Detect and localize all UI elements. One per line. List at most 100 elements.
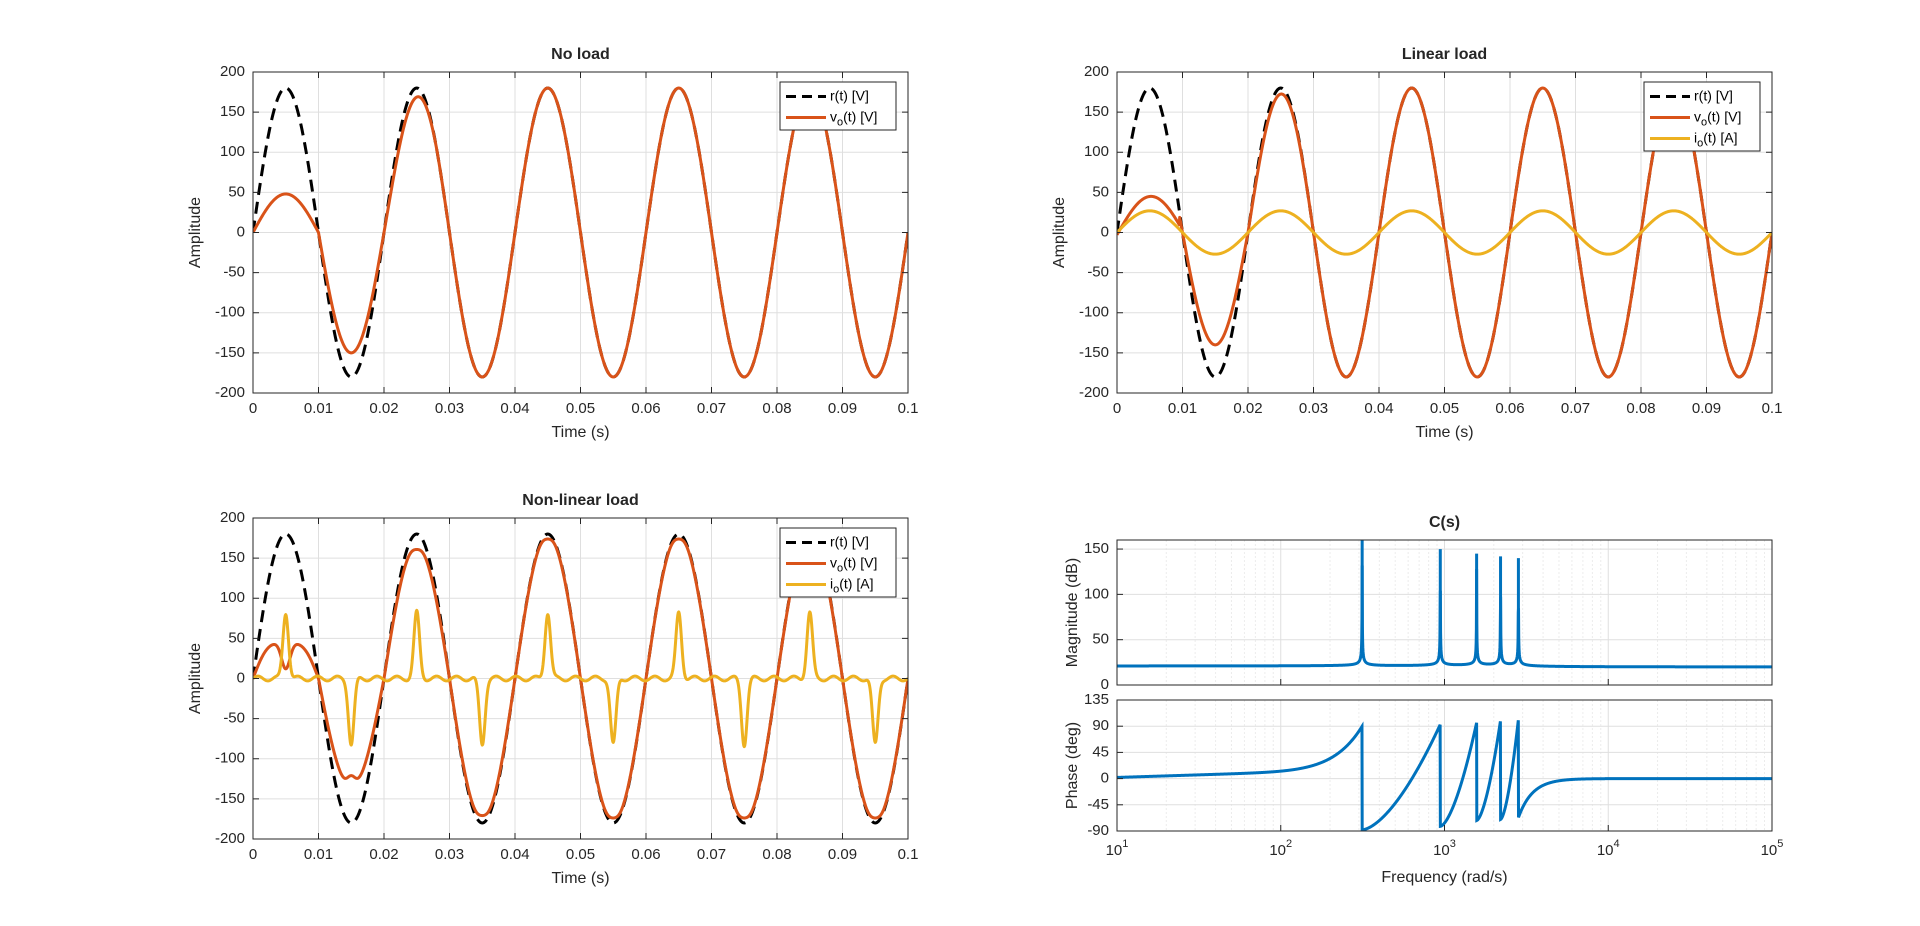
x-tick-label: 0.02 bbox=[1233, 400, 1262, 417]
legend-label: io(t) [A] bbox=[1694, 129, 1737, 149]
y-axis-label: Phase (deg) bbox=[1064, 722, 1081, 809]
x-tick-label: 0.06 bbox=[631, 400, 660, 417]
y-tick-label: 200 bbox=[1084, 63, 1109, 80]
x-tick-label: 0.08 bbox=[762, 400, 791, 417]
y-tick-label: 0 bbox=[237, 223, 245, 240]
y-tick-label: -200 bbox=[215, 830, 245, 847]
x-tick-label: 0.01 bbox=[304, 400, 333, 417]
chart-title: Linear load bbox=[1402, 46, 1487, 63]
y-tick-label: -50 bbox=[223, 710, 245, 727]
y-tick-label: -150 bbox=[215, 790, 245, 807]
x-tick-label: 0.04 bbox=[1364, 400, 1393, 417]
x-axis-label: Time (s) bbox=[551, 870, 609, 887]
bode-phase: -90 -45 0 45 90 135 101 102 103 104 105 Phase (deg)… bbox=[1064, 691, 1783, 886]
y-tick-label: 90 bbox=[1092, 717, 1109, 734]
y-tick-label: 0 bbox=[1101, 676, 1109, 693]
y-tick-label: -50 bbox=[1087, 264, 1109, 281]
chart-title: Non-linear load bbox=[522, 492, 638, 509]
x-tick-label: 0.02 bbox=[369, 846, 398, 863]
y-axis-label: Amplitude bbox=[187, 197, 204, 268]
y-axis-label: Amplitude bbox=[1051, 197, 1068, 268]
x-tick-label: 0.07 bbox=[697, 400, 726, 417]
x-tick-label: 102 bbox=[1269, 838, 1292, 859]
y-tick-label: 100 bbox=[220, 589, 245, 606]
y-tick-label: 50 bbox=[228, 183, 245, 200]
y-tick-label: 150 bbox=[220, 103, 245, 120]
legend-label: io(t) [A] bbox=[830, 575, 873, 595]
legend-box bbox=[779, 81, 897, 131]
x-tick-label: 0.05 bbox=[1430, 400, 1459, 417]
y-tick-label: 200 bbox=[220, 63, 245, 80]
legend-label: r(t) [V] bbox=[830, 87, 869, 103]
time-plot-1: 0 0.01 0.02 0.03 0.04 0.05 0.06 0.07 0.08 0.09 0.1… bbox=[187, 46, 918, 441]
x-tick-label: 0.02 bbox=[369, 400, 398, 417]
y-tick-label: -100 bbox=[1079, 304, 1109, 321]
time-plot-2: 0 0.01 0.02 0.03 0.04 0.05 0.06 0.07 0.08 0.09 0.1… bbox=[1051, 46, 1782, 441]
y-tick-label: -90 bbox=[1087, 822, 1109, 839]
x-tick-label: 0 bbox=[249, 846, 257, 863]
x-tick-label: 0.04 bbox=[500, 400, 529, 417]
y-tick-label: 0 bbox=[1101, 770, 1109, 787]
legend-label: vo(t) [V] bbox=[830, 554, 877, 574]
y-tick-label: 50 bbox=[1092, 183, 1109, 200]
x-tick-label: 0.09 bbox=[828, 846, 857, 863]
x-tick-label: 0.03 bbox=[435, 400, 464, 417]
y-tick-label: 150 bbox=[220, 549, 245, 566]
x-tick-label: 0.05 bbox=[566, 846, 595, 863]
y-tick-label: 100 bbox=[1084, 585, 1109, 602]
chart-title: No load bbox=[551, 46, 610, 63]
y-axis-label: Amplitude bbox=[187, 643, 204, 714]
x-tick-label: 104 bbox=[1597, 838, 1620, 859]
magnitude-line bbox=[1117, 565, 1772, 669]
legend: r(t) [V] vo(t) [V]io(t) [A] bbox=[779, 527, 897, 598]
x-tick-label: 0.07 bbox=[1561, 400, 1590, 417]
y-tick-label: 50 bbox=[1092, 631, 1109, 648]
y-tick-label: 200 bbox=[220, 509, 245, 526]
x-tick-label: 0.01 bbox=[304, 846, 333, 863]
series-line-3 bbox=[1117, 209, 1772, 256]
y-tick-label: 150 bbox=[1084, 103, 1109, 120]
x-tick-label: 0.1 bbox=[898, 846, 919, 863]
legend-label: r(t) [V] bbox=[1694, 87, 1733, 103]
y-tick-label: 0 bbox=[1101, 223, 1109, 240]
x-axis-label: Time (s) bbox=[1415, 424, 1473, 441]
x-tick-label: 0.05 bbox=[566, 400, 595, 417]
x-tick-label: 101 bbox=[1106, 838, 1129, 859]
y-tick-label: -100 bbox=[215, 750, 245, 767]
y-tick-label: 45 bbox=[1092, 743, 1109, 760]
x-axis-label: Frequency (rad/s) bbox=[1381, 869, 1507, 886]
x-tick-label: 0.03 bbox=[1299, 400, 1328, 417]
y-tick-label: 135 bbox=[1084, 691, 1109, 708]
x-tick-label: 0.07 bbox=[697, 846, 726, 863]
x-tick-label: 0 bbox=[249, 400, 257, 417]
y-tick-label: -200 bbox=[215, 384, 245, 401]
y-tick-label: 50 bbox=[228, 629, 245, 646]
y-tick-label: 150 bbox=[1084, 540, 1109, 557]
y-tick-label: 0 bbox=[237, 669, 245, 686]
y-tick-label: -150 bbox=[215, 344, 245, 361]
x-tick-label: 0.01 bbox=[1168, 400, 1197, 417]
y-axis-label: Magnitude (dB) bbox=[1064, 558, 1081, 667]
chart-title: C(s) bbox=[1429, 514, 1460, 531]
phase-line bbox=[1117, 720, 1772, 831]
x-tick-label: 0.09 bbox=[828, 400, 857, 417]
y-tick-label: -200 bbox=[1079, 384, 1109, 401]
y-tick-label: 100 bbox=[220, 143, 245, 160]
x-tick-label: 0.1 bbox=[1762, 400, 1783, 417]
y-tick-label: -50 bbox=[223, 264, 245, 281]
legend: r(t) [V] vo(t) [V]io(t) [A] bbox=[1643, 81, 1761, 152]
x-tick-label: 0.1 bbox=[898, 400, 919, 417]
x-tick-label: 0.09 bbox=[1692, 400, 1721, 417]
y-tick-label: -150 bbox=[1079, 344, 1109, 361]
x-tick-label: 0.06 bbox=[631, 846, 660, 863]
series-line-3 bbox=[253, 608, 908, 749]
y-tick-label: -100 bbox=[215, 304, 245, 321]
x-tick-label: 0.08 bbox=[1626, 400, 1655, 417]
x-tick-label: 103 bbox=[1433, 838, 1456, 859]
legend: r(t) [V] vo(t) [V] bbox=[779, 81, 897, 131]
y-tick-label: -45 bbox=[1087, 796, 1109, 813]
y-tick-label: 100 bbox=[1084, 143, 1109, 160]
legend-label: r(t) [V] bbox=[830, 533, 869, 549]
